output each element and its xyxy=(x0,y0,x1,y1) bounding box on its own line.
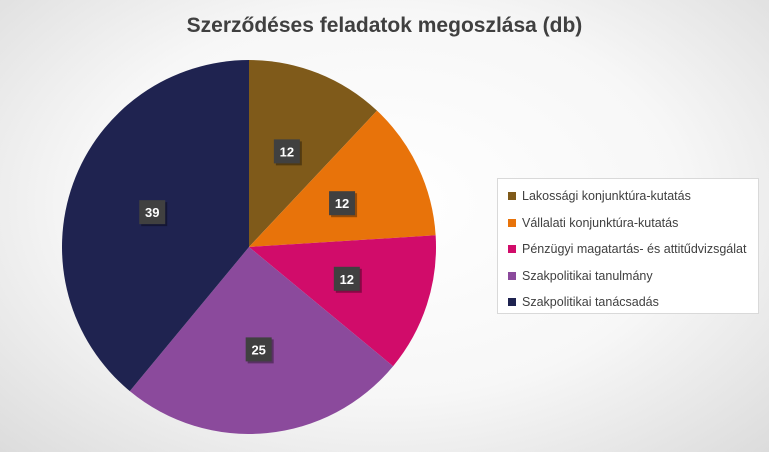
legend-item: Vállalati konjunktúra-kutatás xyxy=(508,210,758,237)
legend-label: Lakossági konjunktúra-kutatás xyxy=(522,189,691,204)
legend-label: Szakpolitikai tanulmány xyxy=(522,268,653,283)
data-label-text: 12 xyxy=(335,196,349,211)
pie-slice xyxy=(249,235,436,367)
legend-swatch xyxy=(508,298,516,307)
data-label-text: 39 xyxy=(145,205,159,220)
legend-item: Lakossági konjunktúra-kutatás xyxy=(508,183,758,210)
pie-slice xyxy=(62,60,249,392)
data-label: 12 xyxy=(329,191,358,218)
data-label: 12 xyxy=(273,139,302,166)
data-label: 12 xyxy=(333,266,362,293)
legend-swatch xyxy=(508,245,516,254)
pie-slice xyxy=(249,110,436,248)
pie-slice xyxy=(249,60,378,247)
legend-label: Pénzügyi magatartás- és attitűdvizsgálat xyxy=(522,242,747,257)
legend-label: Vállalati konjunktúra-kutatás xyxy=(522,215,679,230)
legend-item: Pénzügyi magatartás- és attitűdvizsgálat xyxy=(508,236,758,263)
data-label-text: 25 xyxy=(251,342,265,357)
legend-swatch xyxy=(508,271,516,280)
legend-swatch xyxy=(508,218,516,227)
legend: Lakossági konjunktúra-kutatás Vállalati … xyxy=(497,178,759,314)
legend-item: Szakpolitikai tanácsadás xyxy=(508,289,758,316)
data-label-text: 12 xyxy=(340,272,354,287)
legend-swatch xyxy=(508,192,516,201)
data-label: 25 xyxy=(245,337,274,364)
data-label-text: 12 xyxy=(280,144,294,159)
chart-title: Szerződéses feladatok megoszlása (db) xyxy=(186,14,583,37)
legend-item: Szakpolitikai tanulmány xyxy=(508,263,758,290)
data-label: 39 xyxy=(139,200,168,227)
legend-label: Szakpolitikai tanácsadás xyxy=(522,295,659,310)
